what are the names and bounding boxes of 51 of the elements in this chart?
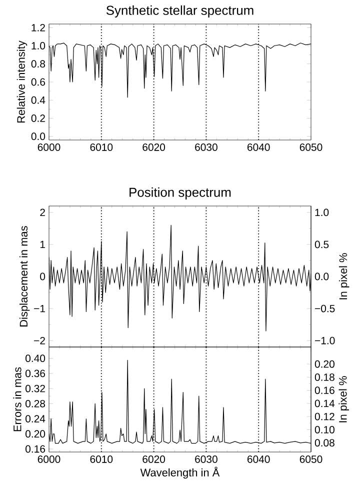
y2-tick-label: 0.14 (314, 400, 335, 408)
y-tick-label: 2 (40, 208, 45, 216)
y-tick-label: −2 (34, 336, 45, 344)
x-tick-label: 6000 (38, 456, 60, 463)
y2-tick-label: 0.18 (314, 373, 334, 381)
y2-axis-title: In pixel % (339, 253, 350, 300)
y2-tick-label: 0.08 (314, 439, 334, 447)
chart-title: Synthetic stellar spectrum (106, 5, 254, 18)
y-tick-label: 0.40 (26, 354, 46, 362)
x-tick-label: 6000 (38, 144, 60, 151)
x-tick-label: 6020 (142, 456, 166, 463)
x-tick-label: 6030 (195, 144, 218, 151)
x-tick-label: 6020 (142, 144, 166, 151)
y-axis-title: Displacement in mas (20, 226, 30, 326)
y2-tick-label: −0.5 (315, 304, 335, 312)
x-tick-label: 6040 (247, 456, 270, 463)
y2-tick-label: 0.5 (314, 240, 329, 248)
y2-tick-label: 0.0 (314, 272, 329, 280)
y-tick-label: 0.0 (31, 132, 46, 140)
y-tick-label: 0.32 (26, 384, 45, 392)
y-tick-label: 0.36 (26, 370, 46, 378)
chart-title: Position spectrum (130, 187, 231, 200)
x-tick-label: 6010 (90, 144, 113, 151)
y-tick-label: 0.2 (31, 114, 45, 122)
y2-axis-title: In pixel % (338, 376, 349, 422)
y-tick-label: 0.28 (26, 400, 46, 408)
y-tick-label: 0.6 (31, 78, 46, 86)
y-axis-title: Relative intensity (16, 40, 28, 123)
y-tick-label: 0.8 (31, 60, 46, 68)
x-tick-label: 6010 (90, 456, 113, 463)
y-tick-label: 0.16 (26, 445, 46, 453)
x-tick-label: 6050 (300, 456, 322, 463)
y-tick-label: 0 (40, 272, 46, 280)
y-tick-label: 0.20 (26, 430, 46, 438)
y2-tick-label: 0.16 (314, 386, 334, 394)
y2-tick-label: 0.10 (314, 426, 334, 434)
x-tick-label: 6030 (195, 456, 218, 463)
x-tick-label: 6040 (247, 144, 270, 151)
y-tick-label: 0.4 (31, 96, 46, 104)
x-tick-label: 6050 (300, 144, 322, 151)
y-tick-label: 1.0 (32, 42, 46, 50)
y-axis-title: Errors in mas (13, 367, 22, 432)
y2-tick-label: −1.0 (315, 336, 335, 344)
y2-tick-label: 0.20 (314, 360, 334, 368)
y2-tick-label: 1.0 (315, 208, 329, 216)
y-tick-label: 0.24 (26, 415, 46, 422)
y2-tick-label: 0.12 (314, 412, 334, 420)
y-tick-label: 1.2 (32, 24, 45, 32)
x-axis-title: Wavelength in Å (140, 466, 220, 479)
y-tick-label: −1 (34, 304, 45, 312)
y-tick-label: 1 (40, 240, 45, 248)
